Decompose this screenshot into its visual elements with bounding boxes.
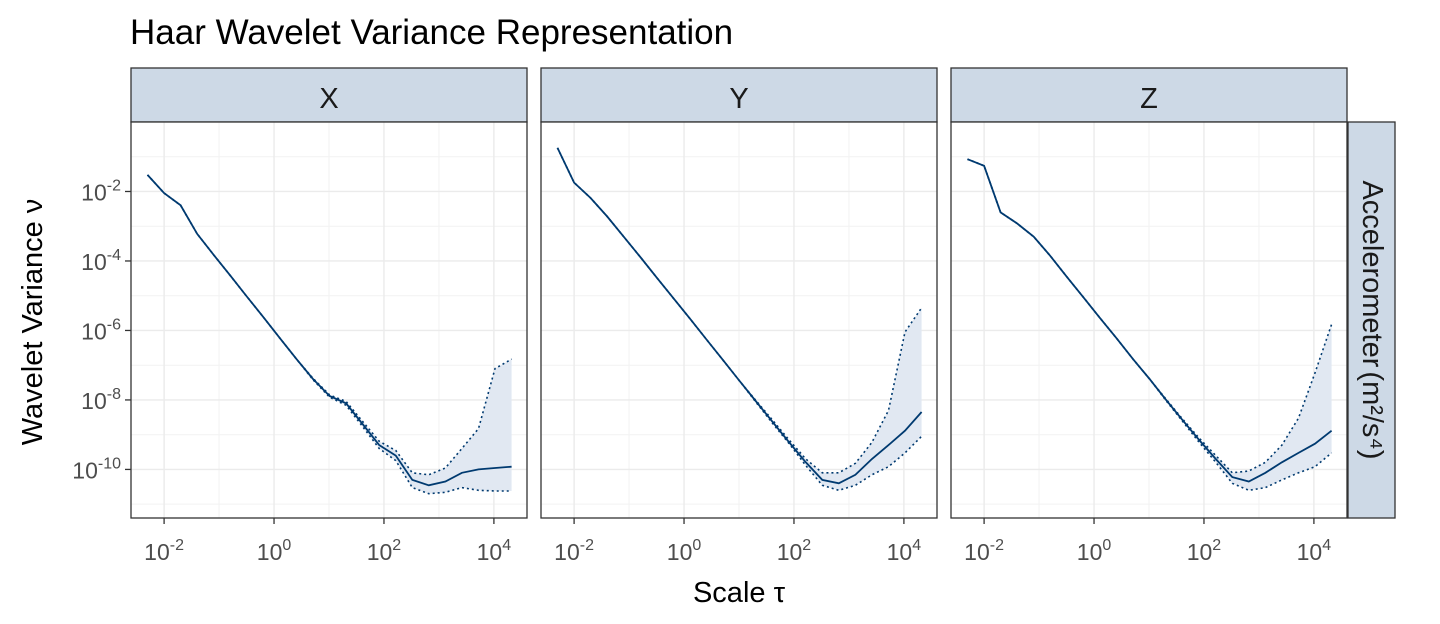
x-tick-label: 10-2 [964,537,1004,565]
confidence-band [557,147,922,491]
y-tick-label-base: 10 [81,249,107,275]
confidence-band [147,174,512,494]
x-tick-label: 104 [887,537,922,565]
x-tick-label: 102 [1187,537,1222,565]
confidence-band [967,159,1332,491]
x-tick-label-base: 10 [964,539,990,565]
x-tick-label: 102 [777,537,812,565]
x-tick-label-base: 10 [1297,539,1323,565]
y-tick-label-exp: -8 [107,386,121,403]
wavelet-variance-line [146,174,512,487]
y-tick-label-exp: -10 [98,455,121,472]
x-tick-label: 100 [257,537,292,565]
x-tick-label-base: 10 [887,539,913,565]
panel-border [540,121,938,519]
y-tick-label: 10-4 [81,247,121,275]
strip-y [540,67,938,123]
x-tick-label-exp: 2 [392,537,401,554]
x-tick-label: 104 [1297,537,1332,565]
panel-border [950,121,1348,519]
x-tick-label-exp: 2 [1212,537,1221,554]
x-tick-label: 10-2 [554,537,594,565]
strip-label-z: Z [1140,83,1158,115]
y-tick-label: 10-2 [81,177,121,205]
x-tick-label-exp: 4 [912,537,921,554]
x-tick-label-exp: 4 [502,537,511,554]
x-tick-label-base: 10 [777,539,803,565]
x-tick-label-base: 10 [477,539,503,565]
x-tick-label: 100 [667,537,702,565]
y-tick-label-base: 10 [72,457,98,483]
y-axis-label: Wavelet Variance ν [17,199,49,446]
chart-title: Haar Wavelet Variance Representation [130,13,733,52]
x-tick-label-base: 10 [1187,539,1213,565]
x-tick-label-exp: -2 [580,537,594,554]
y-tick-label-base: 10 [81,388,107,414]
x-tick-label: 10-2 [144,537,184,565]
y-tick-label: 10-10 [72,455,121,483]
right-strip-label: Accelerometer (m²/s⁴) [1356,180,1388,459]
x-tick-label-base: 10 [1077,539,1103,565]
right-strip: Accelerometer (m²/s⁴) [1347,121,1396,519]
x-tick-label-exp: 0 [282,537,291,554]
strip-x [130,67,528,123]
x-tick-label: 104 [477,537,512,565]
x-tick-label-base: 10 [144,539,170,565]
x-tick-label-base: 10 [667,539,693,565]
x-tick-label-exp: 4 [1322,537,1331,554]
x-tick-label-exp: 0 [692,537,701,554]
x-tick-label-base: 10 [367,539,393,565]
strip-z [950,67,1348,123]
right-strip-name: Accelerometer [1356,180,1388,367]
right-strip-units: (m²/s⁴) [1356,371,1388,459]
strip-label-y: Y [729,83,748,115]
lower-ci-line [556,147,923,492]
x-tick-label: 102 [367,537,402,565]
y-tick-label: 10-8 [81,386,121,414]
panel-z: Z10-2 100 102 104 [950,67,1348,565]
x-tick-label-exp: 2 [802,537,811,554]
x-tick-label-base: 10 [554,539,580,565]
y-tick-label-exp: -6 [107,316,121,333]
y-tick-label-exp: -4 [107,247,121,264]
wavelet-variance-line [556,147,923,485]
panel-y: Y10-2 100 102 104 [540,67,938,565]
x-tick-label-exp: -2 [170,537,184,554]
x-tick-label: 100 [1077,537,1112,565]
y-tick-label: 10-6 [81,316,121,344]
y-tick-label-base: 10 [81,318,107,344]
x-axis-label: Scale τ [693,577,786,609]
y-tick-label-exp: -2 [107,177,121,194]
right-strip-box [1347,121,1396,519]
x-tick-label-exp: -2 [990,537,1004,554]
wavelet-variance-line [967,158,1333,483]
strip-label-x: X [319,83,338,115]
x-tick-label-exp: 0 [1102,537,1111,554]
panel-border [130,121,528,519]
x-tick-label-base: 10 [257,539,283,565]
upper-ci-line [556,147,923,474]
y-tick-label-base: 10 [81,179,107,205]
panels: X10-2 100 102 10410-1010-810-610-410-2Y10-2… [72,67,1348,565]
